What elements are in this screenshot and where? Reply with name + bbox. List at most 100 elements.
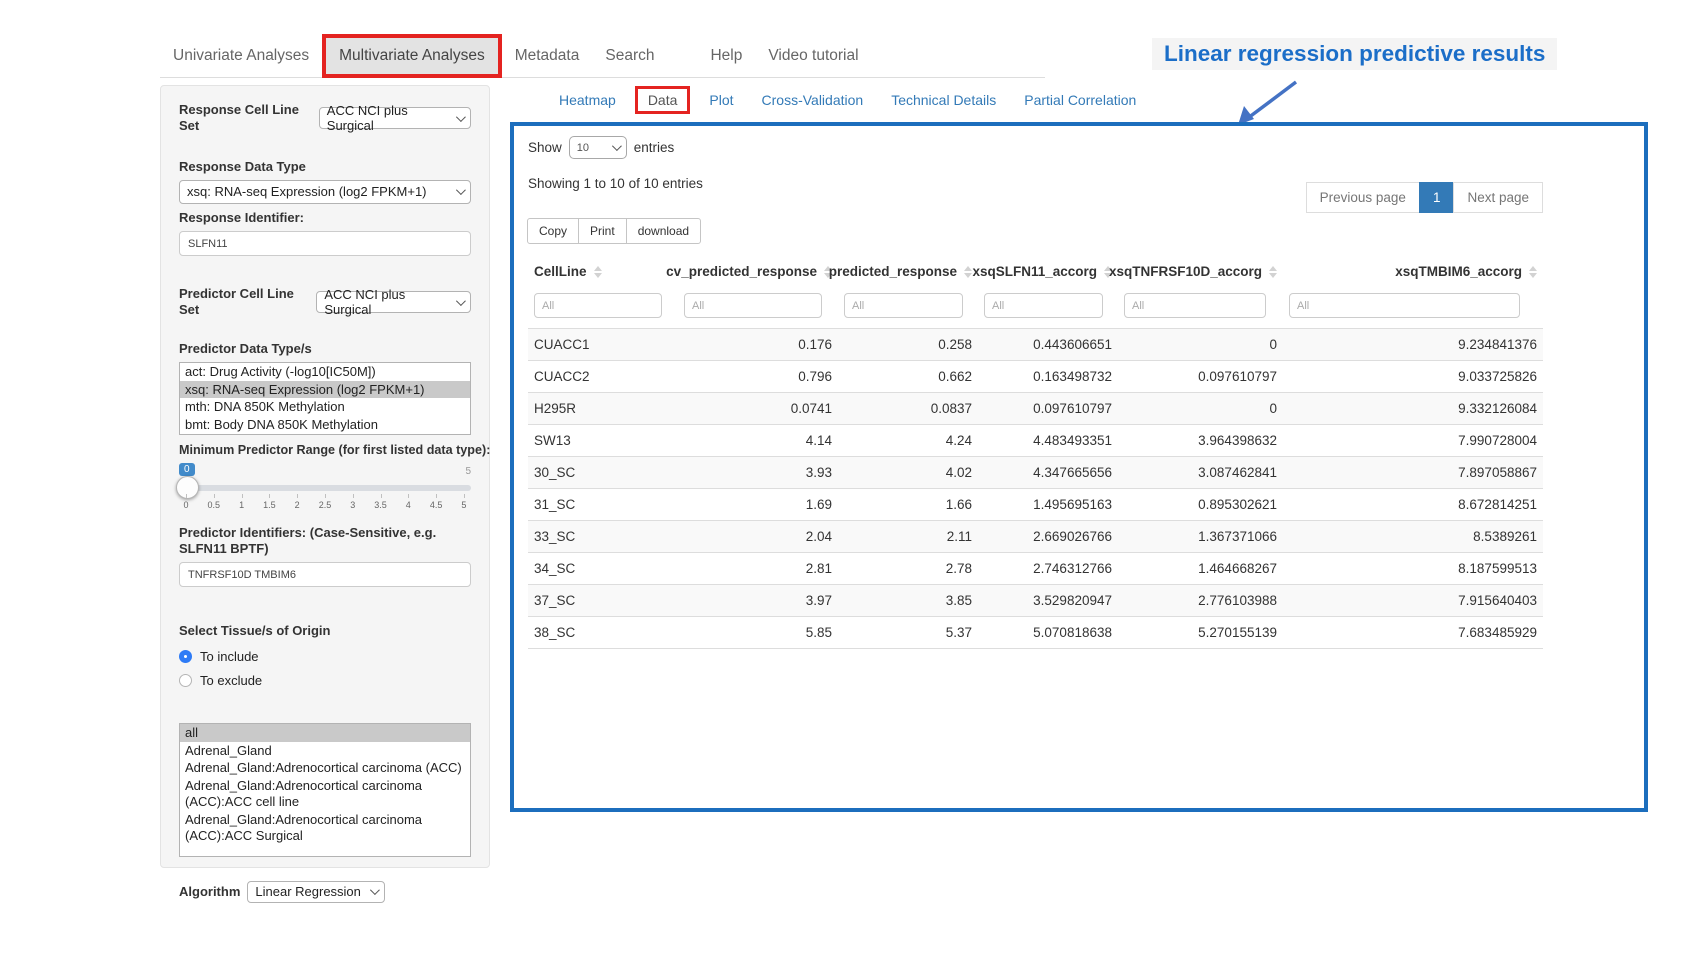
cell-value: 9.033725826 [1283,360,1543,393]
response-cell-line-set-label: Response Cell Line Set [179,102,299,134]
cell-value: 0.443606651 [978,328,1118,361]
slider-tick: 3 [348,493,358,510]
cell-value: 1.69 [678,488,838,521]
cell-value: 9.234841376 [1283,328,1543,361]
nav-video-tutorial[interactable]: Video tutorial [768,47,859,64]
cell-value: 4.14 [678,424,838,457]
tissue-origin-label: Select Tissue/s of Origin [179,623,331,639]
algorithm-select[interactable]: Linear Regression [247,880,385,903]
slider-tick: 0.5 [207,493,221,510]
column-header[interactable]: xsqTNFRSF10D_accorg [1109,254,1283,287]
slider-tick: 0 [181,493,191,510]
chevron-down-icon [369,885,380,896]
previous-page-button[interactable]: Previous page [1305,182,1420,213]
tissue-exclude-radio[interactable]: To exclude [179,673,471,688]
cell-value: 4.24 [838,424,978,457]
tissue-option[interactable]: all [180,723,470,742]
tissue-option[interactable]: Adrenal_Gland:Adrenocortical carcinoma (… [185,778,423,810]
column-filter-input[interactable] [844,293,964,318]
column-filter-input[interactable] [684,293,822,318]
min-predictor-range-label: Minimum Predictor Range (for first liste… [179,443,491,458]
tissue-include-radio[interactable]: To include [179,649,471,664]
response-identifier-input[interactable] [179,231,471,256]
cell-value: 7.683485929 [1283,616,1543,649]
sort-icon [1104,265,1112,278]
cell-line-name: SW13 [528,424,678,457]
predictor-cell-line-set-select[interactable]: ACC NCI plus Surgical [316,287,471,317]
predictor-data-type-option[interactable]: mth: DNA 850K Methylation [185,399,345,415]
slider-handle[interactable] [176,475,199,499]
column-filter-input[interactable] [534,293,663,318]
column-header[interactable]: xsqSLFN11_accorg [972,254,1118,287]
sort-icon [1529,265,1537,278]
cell-value: 0.176 [678,328,838,361]
column-header[interactable]: CellLine [528,254,678,287]
next-page-button[interactable]: Next page [1453,182,1543,213]
column-header[interactable]: cv_predicted_response [666,254,838,287]
cell-value: 0.662 [838,360,978,393]
column-filter-input[interactable] [1124,293,1267,318]
table-row: 31_SC 1.69 1.66 1.495695163 0.895302621 8.672… [528,488,1543,521]
nav-univariate-analyses[interactable]: Univariate Analyses [173,47,310,64]
column-header[interactable]: predicted_response [829,254,978,287]
nav-metadata[interactable]: Metadata [514,47,580,64]
predictor-data-type-option[interactable]: xsq: RNA-seq Expression (log2 FPKM+1) [180,380,470,399]
response-cell-line-set-select[interactable]: ACC NCI plus Surgical [318,103,471,133]
chevron-down-icon [455,295,466,306]
predictor-data-type-option[interactable]: act: Drug Activity (-log10[IC50M]) [185,363,376,379]
cell-value: 0.097610797 [978,392,1118,425]
tissue-option[interactable]: Adrenal_Gland:Adrenocortical carcinoma (… [185,760,462,776]
page-length-select[interactable]: 10 [568,136,627,159]
tab-data[interactable]: Data [647,92,678,108]
tab-plot[interactable]: Plot [709,92,734,108]
page-1-button[interactable]: 1 [1418,182,1455,213]
cell-value: 2.81 [678,552,838,585]
table-header-row: CellLine cv_predicted_response predicted_r… [528,254,1543,287]
algorithm-label: Algorithm [179,883,241,899]
nav-multivariate-analyses[interactable]: Multivariate Analyses [326,38,498,74]
table-row: SW13 4.14 4.24 4.483493351 3.964398632 7.9907… [528,424,1543,457]
nav-search[interactable]: Search [605,47,655,64]
column-filter-input[interactable] [1289,293,1520,318]
cell-value: 8.187599513 [1283,552,1543,585]
column-header[interactable]: xsqTMBIM6_accorg [1283,254,1543,287]
cell-value: 5.37 [838,616,978,649]
table-row: CUACC1 0.176 0.258 0.443606651 0 9.234841376 [528,328,1543,361]
table-row: 37_SC 3.97 3.85 3.529820947 2.776103988 7.915… [528,584,1543,617]
export-button-group: Copy Print download [527,218,1543,244]
nav-help[interactable]: Help [710,47,743,64]
cell-line-name: 33_SC [528,520,678,553]
slider-tick: 2 [292,493,302,510]
cell-line-name: H295R [528,392,678,425]
results-panel: Show 10 entries Showing 1 to 10 of 10 en… [510,122,1648,812]
response-data-type-select[interactable]: xsq: RNA-seq Expression (log2 FPKM+1) [179,179,471,204]
slider-tick-labels: 0 0.5 1 1.5 2 2.5 3 3.5 4 4.5 5 [181,493,469,510]
tissue-option[interactable]: Adrenal_Gland:Adrenocortical carcinoma (… [185,811,423,843]
column-filter-input[interactable] [984,293,1104,318]
annotation-red-box-nav: Multivariate Analyses [322,34,502,78]
tissue-option[interactable]: Adrenal_Gland [185,742,272,758]
cell-value: 0.895302621 [1118,488,1283,521]
slider-tick: 1 [237,493,247,510]
tab-partial-correlation[interactable]: Partial Correlation [1024,92,1137,108]
predictor-data-type-listbox[interactable]: act: Drug Activity (-log10[IC50M]) xsq: R… [179,361,471,436]
slider-track[interactable] [179,484,471,491]
cell-value: 0.258 [838,328,978,361]
predictor-identifiers-input[interactable] [179,562,471,588]
min-predictor-range-slider[interactable]: 0 5 0 0.5 1 1.5 2 2.5 3 3.5 4 4.5 5 [176,462,471,515]
print-button[interactable]: Print [578,218,627,244]
tissue-listbox[interactable]: all Adrenal_Gland Adrenal_Gland:Adrenocort… [179,722,471,857]
tab-technical-details[interactable]: Technical Details [891,92,997,108]
radio-selected-icon [179,649,192,663]
cell-line-name: 37_SC [528,584,678,617]
annotation-title: Linear regression predictive results [1152,38,1558,70]
download-button[interactable]: download [625,218,702,244]
cell-value: 0.097610797 [1118,360,1283,393]
cell-value: 0 [1118,392,1283,425]
slider-tick: 3.5 [374,493,387,510]
tab-heatmap[interactable]: Heatmap [559,92,616,108]
chevron-down-icon [611,141,622,152]
copy-button[interactable]: Copy [527,218,580,244]
predictor-data-type-option[interactable]: bmt: Body DNA 850K Methylation [185,417,378,433]
tab-cross-validation[interactable]: Cross-Validation [761,92,864,108]
